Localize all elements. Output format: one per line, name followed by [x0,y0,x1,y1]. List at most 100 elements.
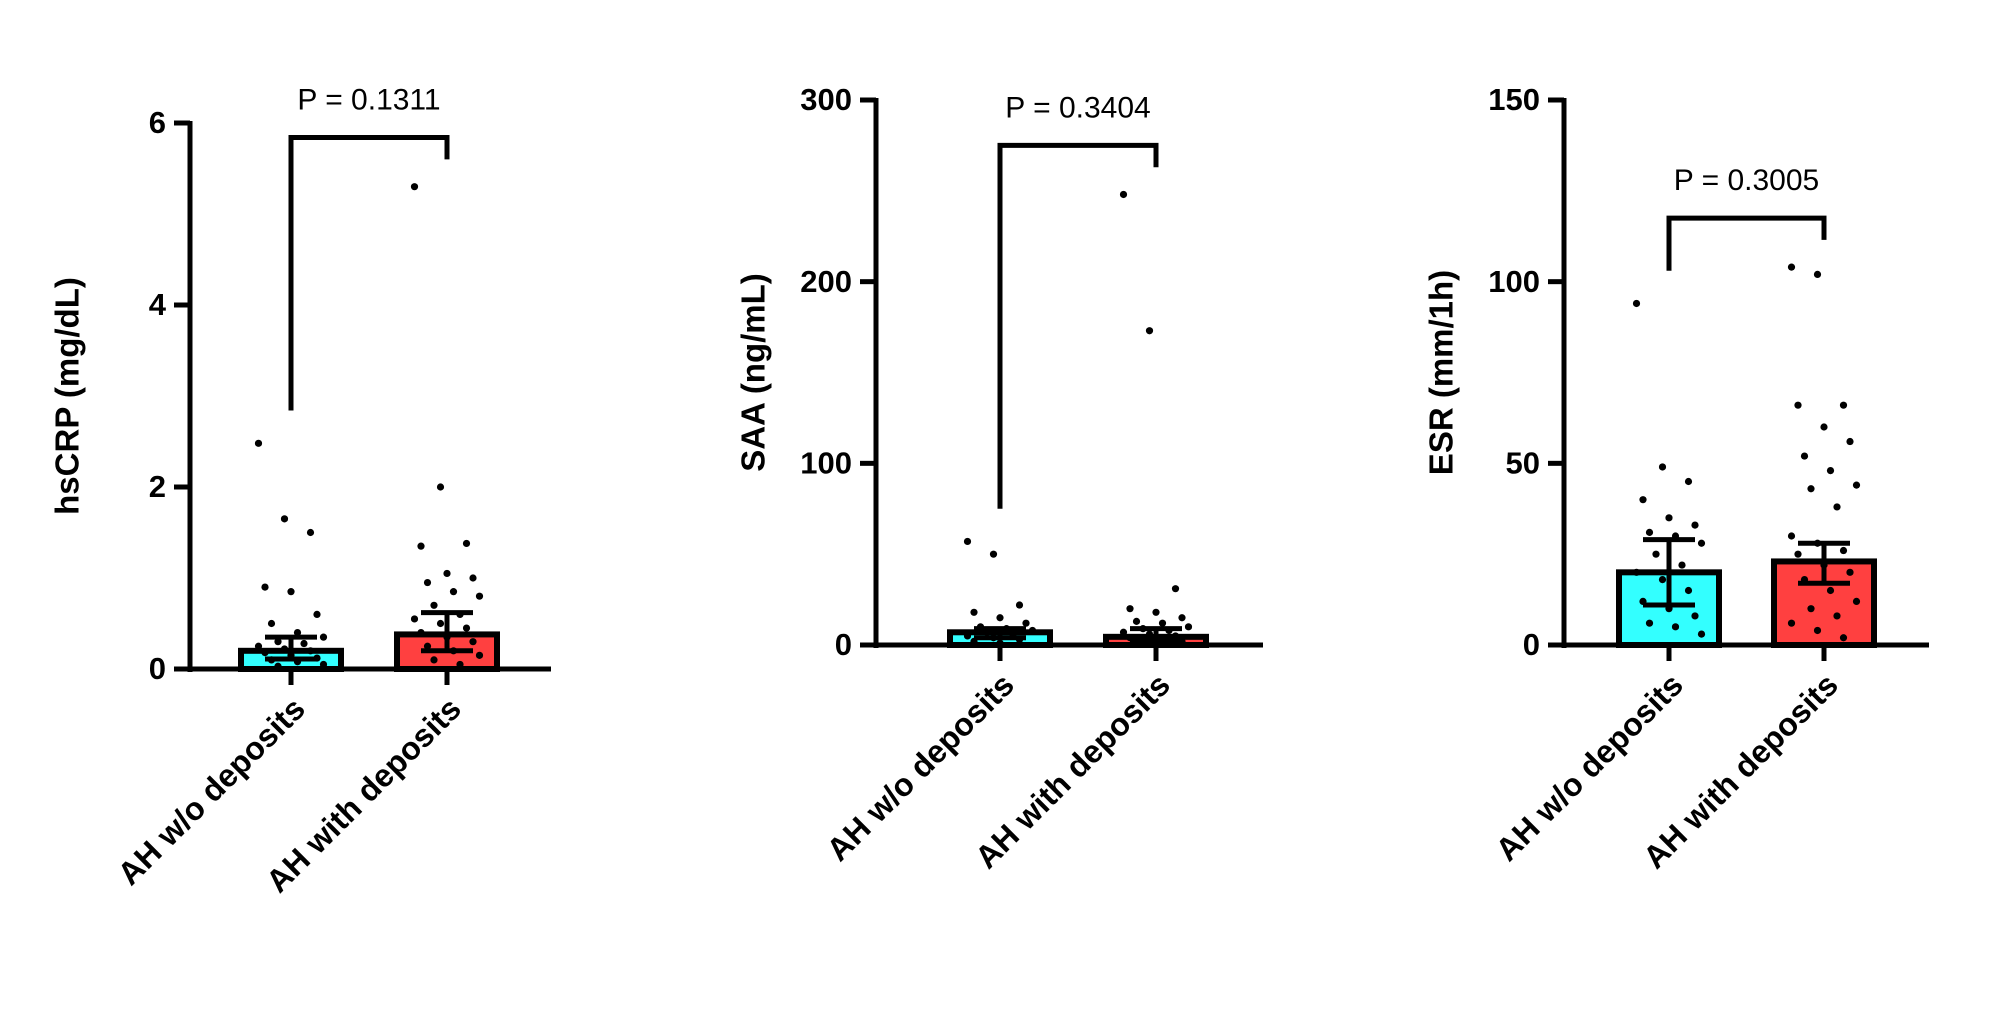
y-tick-label: 6 [149,105,166,140]
data-point [1820,423,1828,431]
data-point [1119,628,1128,636]
data-point [1846,568,1854,576]
data-point [1028,626,1037,635]
data-point [475,592,484,600]
data-point [1794,401,1802,409]
data-point [1813,626,1822,635]
data-point [1171,585,1180,593]
y-tick-label: 2 [149,469,166,504]
data-point [1126,605,1134,613]
data-point [1684,477,1693,486]
data-point [1158,619,1167,627]
data-point [1787,532,1796,540]
y-tick-label: 4 [149,287,167,322]
data-point [436,619,445,628]
data-point [436,483,445,491]
data-point [1145,630,1154,638]
y-tick-label: 0 [149,651,166,686]
data-point [313,610,321,619]
data-point [1794,550,1802,558]
data-point [410,183,419,191]
data-point [254,642,263,650]
data-point [475,651,484,659]
data-point [306,647,315,655]
p-value: P = 0.3005 [1674,164,1819,197]
data-point [261,649,269,657]
y-axis-label: ESR (mm/1h) [1423,270,1460,475]
data-point [1800,452,1809,460]
data-point [1839,401,1848,409]
data-point [1015,601,1024,609]
data-point [1852,597,1861,606]
data-point [1119,190,1128,199]
data-point [300,639,308,648]
data-point [1678,561,1686,569]
data-point [1807,605,1815,613]
y-tick-label: 100 [1488,264,1540,299]
data-point [963,537,972,546]
y-tick-label: 0 [1523,627,1540,662]
data-point [280,645,289,653]
data-point [469,574,477,582]
data-point [1684,586,1693,595]
y-tick-label: 0 [835,627,852,662]
significance-bracket [288,135,450,411]
data-point [306,528,315,537]
data-point [1833,503,1841,511]
data-point [963,632,972,640]
data-point [1665,514,1673,522]
data-point [1645,619,1654,627]
data-point [1826,467,1835,475]
data-point [1632,299,1641,308]
data-point [1658,463,1667,471]
data-point [1178,614,1186,622]
data-point [1022,619,1030,627]
data-point [1852,481,1861,489]
data-point [1632,568,1641,576]
data-point [1807,485,1815,493]
data-point [970,608,978,616]
data-point [1132,617,1141,625]
data-point [1697,630,1706,638]
data-point [423,578,432,587]
data-point [1833,612,1841,620]
data-point [261,583,269,591]
significance-bracket [997,142,1159,509]
data-point [254,439,263,447]
data-point [449,588,458,596]
data-point [280,515,289,523]
data-point [1697,539,1706,547]
data-point [1787,263,1796,271]
significance-bracket [1666,215,1827,271]
data-point [996,614,1004,622]
data-point [319,660,328,669]
y-tick-label: 300 [800,82,852,117]
data-point [1826,586,1835,595]
data-point [293,629,302,637]
y-tick-label: 100 [800,446,852,481]
data-point [417,629,425,637]
data-point [430,601,438,609]
data-point [462,624,471,632]
data-point [1691,612,1699,620]
data-point [443,569,451,578]
data-point [989,550,998,558]
data-point [462,539,471,548]
data-point [319,633,328,641]
data-point [1839,546,1848,555]
y-tick-label: 50 [1506,446,1540,481]
data-point [287,588,295,596]
p-value: P = 0.3404 [1005,91,1150,124]
data-point [1645,528,1654,536]
data-point [1691,521,1699,529]
data-point [1658,576,1667,584]
data-point [1639,496,1647,504]
data-point [274,638,282,646]
data-point [1145,327,1154,335]
data-point [1813,270,1822,278]
data-point [456,660,464,669]
data-point [1846,437,1854,446]
data-point [1652,550,1660,558]
data-point [1839,634,1848,642]
